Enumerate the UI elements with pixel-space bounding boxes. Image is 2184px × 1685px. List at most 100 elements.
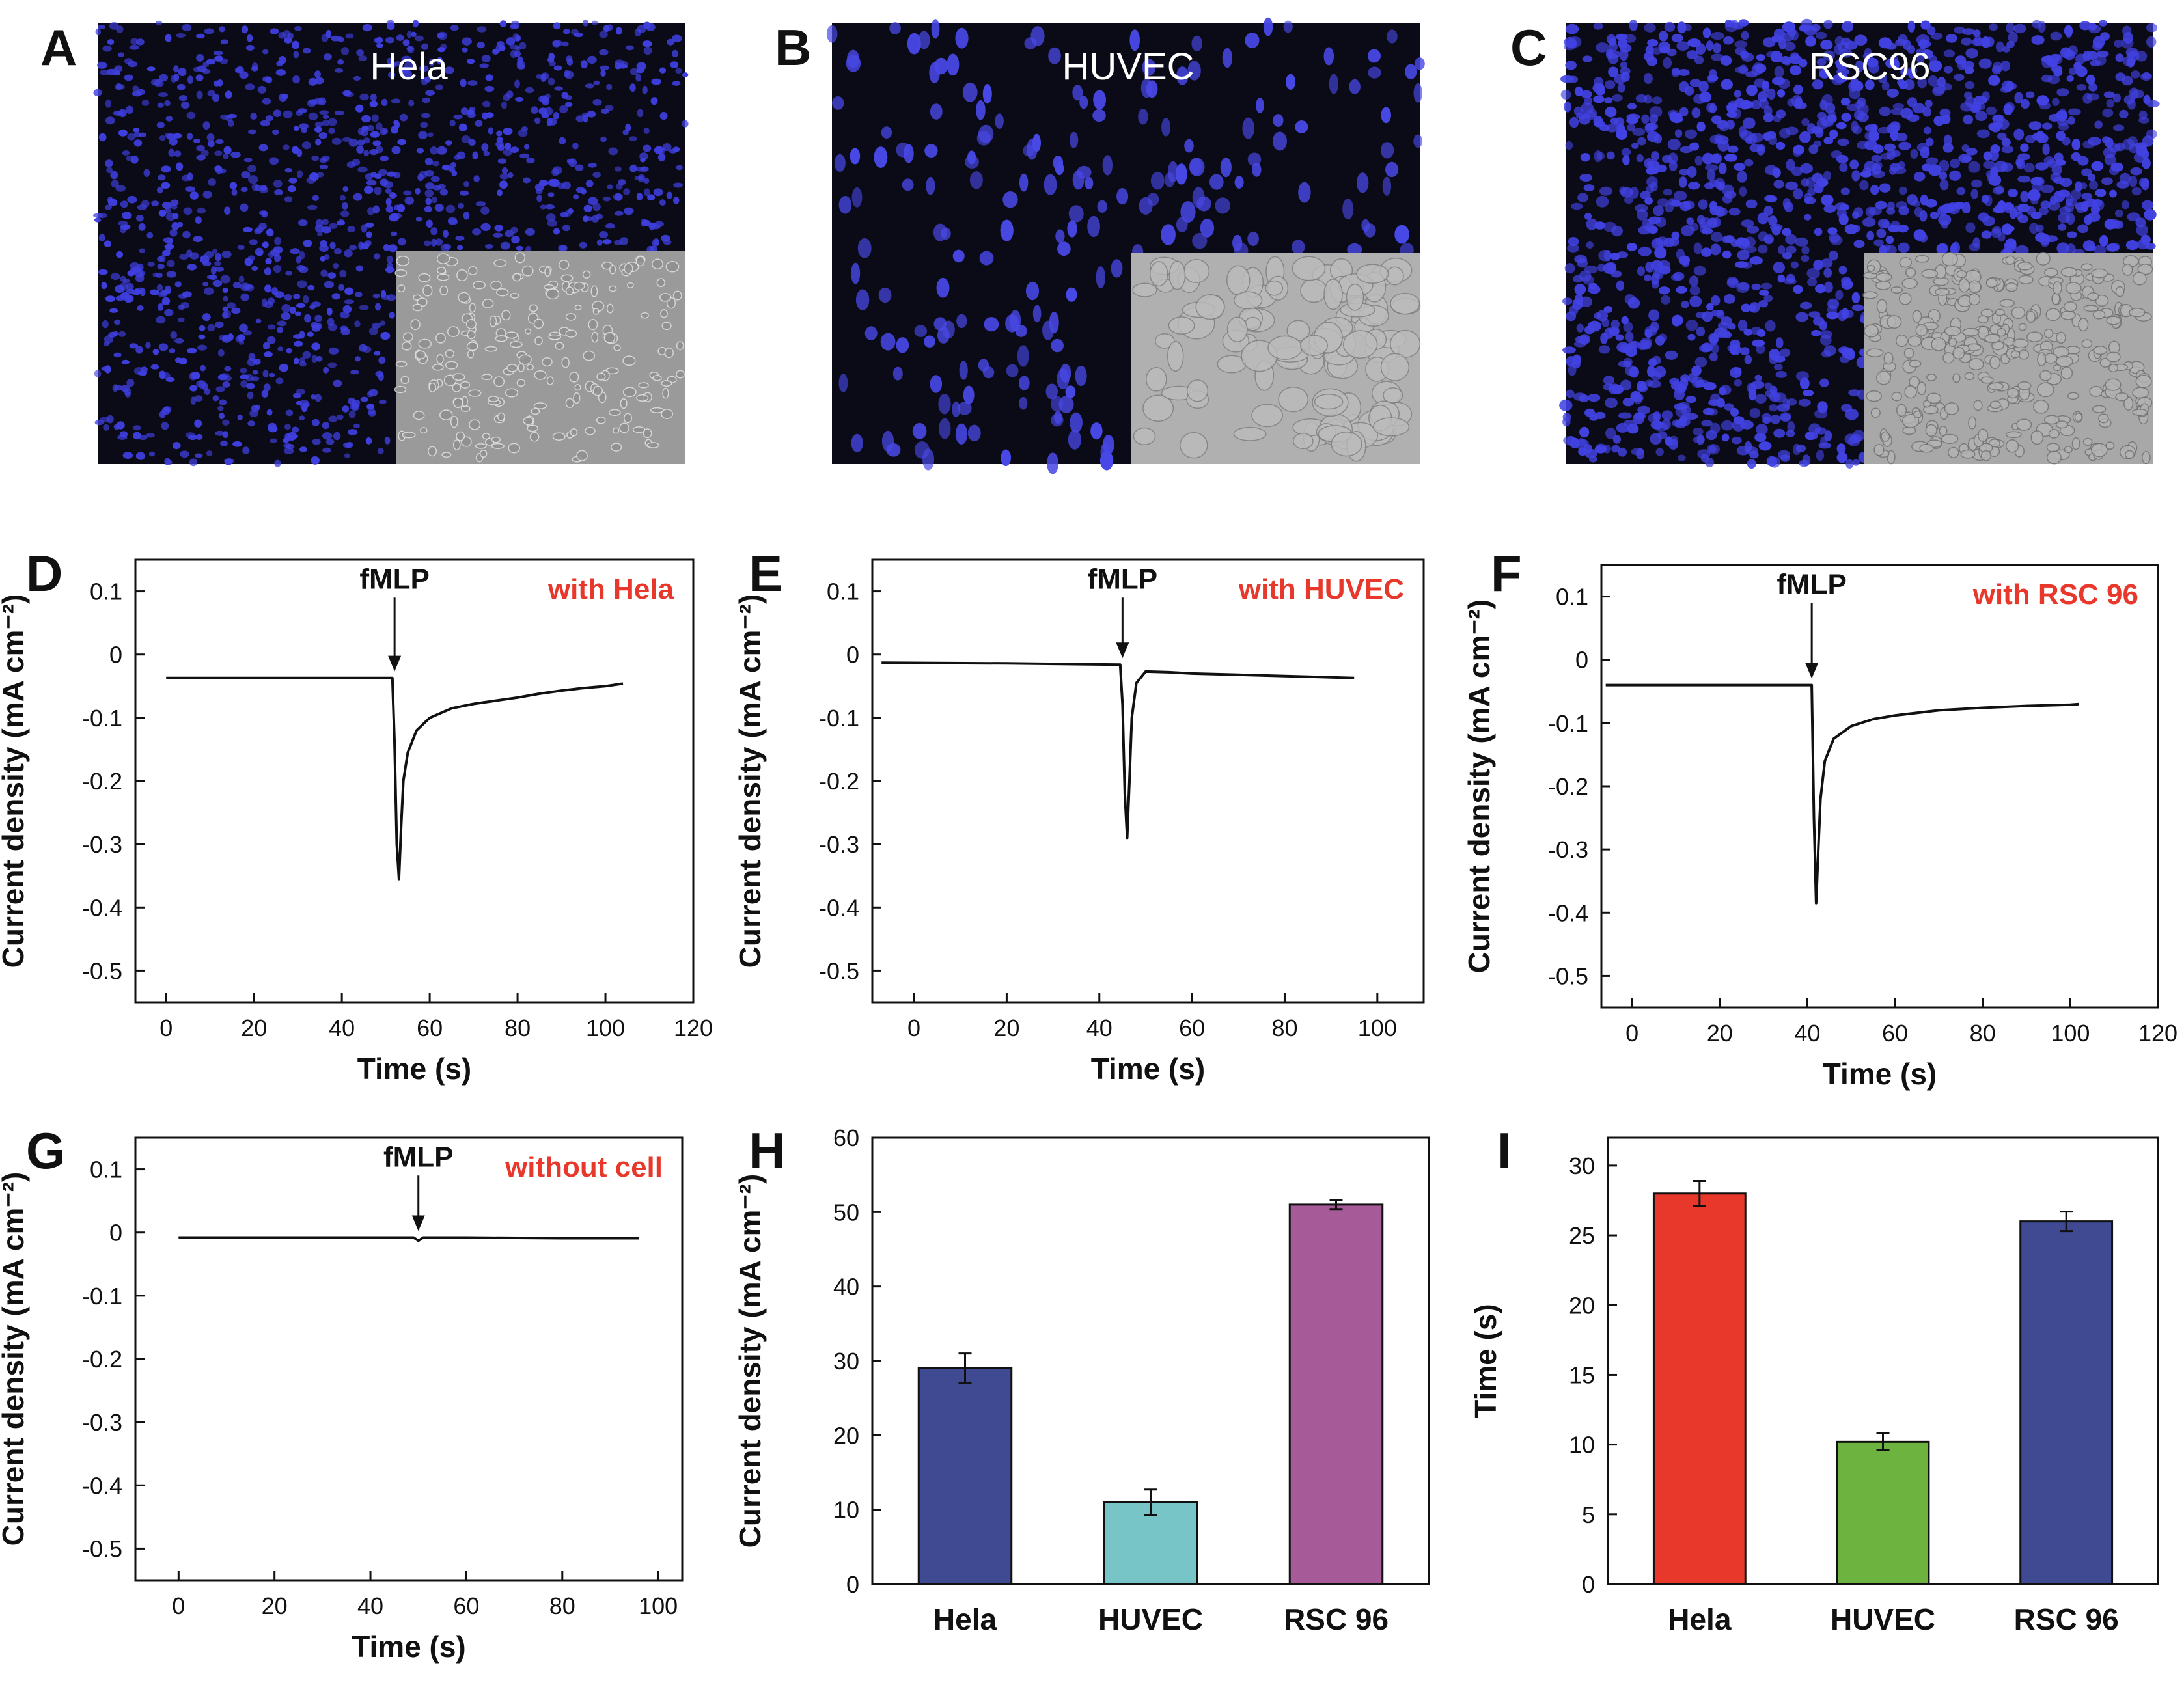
cell <box>1866 348 1884 357</box>
nucleus <box>496 130 503 137</box>
y-tick-label: -0.2 <box>819 768 859 795</box>
nucleus <box>1756 344 1765 354</box>
nucleus <box>215 55 223 62</box>
cell <box>1919 443 1934 453</box>
x-tick-label: 20 <box>262 1593 288 1619</box>
nucleus <box>1740 238 1750 247</box>
nucleus <box>580 60 588 69</box>
nucleus <box>444 66 454 74</box>
cell <box>1926 374 1937 381</box>
nucleus <box>159 370 166 379</box>
nucleus <box>1720 55 1732 66</box>
nucleus <box>1898 242 1910 253</box>
nucleus <box>634 175 644 181</box>
nucleus <box>1881 81 1890 90</box>
nucleus <box>320 240 327 247</box>
nucleus <box>202 191 212 199</box>
nucleus <box>1612 435 1621 444</box>
nucleus <box>1814 127 1824 138</box>
cell <box>436 267 447 274</box>
cell <box>2132 408 2148 417</box>
nucleus <box>425 197 432 206</box>
nucleus <box>137 305 144 311</box>
nucleus <box>2074 202 2088 211</box>
x-tick-label: 0 <box>159 1015 173 1041</box>
nucleus <box>472 228 482 236</box>
nucleus <box>546 213 556 221</box>
nucleus <box>1793 144 1804 155</box>
chart-d: Current density (mA cm⁻²)0.10-0.1-0.2-0.… <box>0 558 713 1086</box>
nucleus <box>227 302 236 309</box>
cell <box>590 285 598 297</box>
nucleus <box>237 245 245 250</box>
nucleus <box>1596 195 1609 208</box>
nucleus <box>139 248 146 254</box>
nucleus <box>2070 189 2082 200</box>
nucleus <box>1829 232 1840 243</box>
nucleus <box>176 162 184 171</box>
nucleus <box>1708 333 1719 344</box>
nucleus <box>124 58 133 64</box>
category-label: Hela <box>933 1602 997 1636</box>
cell <box>2098 413 2109 424</box>
nucleus <box>460 190 469 196</box>
nucleus <box>2142 200 2154 210</box>
cell <box>1926 392 1942 404</box>
nucleus <box>230 151 241 158</box>
nucleus <box>1780 413 1791 422</box>
nucleus <box>432 161 440 167</box>
nucleus <box>2014 92 2023 104</box>
nucleus <box>304 314 311 323</box>
nucleus <box>1381 142 1394 159</box>
nucleus <box>1032 305 1042 323</box>
nucleus <box>636 167 645 172</box>
x-tick-label: 20 <box>241 1015 267 1041</box>
nucleus <box>549 61 556 67</box>
cell <box>2053 364 2062 372</box>
nucleus <box>196 33 205 39</box>
nucleus <box>1793 84 1803 95</box>
nucleus <box>1816 178 1829 187</box>
category-label: HUVEC <box>1831 1602 1935 1636</box>
nucleus <box>213 80 220 87</box>
nucleus <box>1564 101 1571 113</box>
nucleus <box>1995 41 2004 53</box>
nucleus <box>864 326 878 340</box>
nucleus <box>516 245 523 251</box>
nucleus <box>2025 91 2035 99</box>
nucleus <box>1679 169 1690 176</box>
nucleus <box>340 327 350 335</box>
nucleus <box>2087 173 2096 182</box>
nucleus <box>500 241 510 250</box>
nucleus <box>2103 91 2115 98</box>
nucleus <box>1781 32 1794 42</box>
nucleus <box>640 157 646 163</box>
nucleus <box>1737 319 1748 332</box>
nucleus <box>2108 242 2120 251</box>
nucleus <box>157 303 164 311</box>
nucleus <box>936 277 950 298</box>
cell <box>497 412 505 422</box>
nucleus <box>426 219 433 228</box>
nucleus <box>1665 202 1674 213</box>
nucleus <box>1645 261 1655 273</box>
nucleus <box>293 294 301 299</box>
nucleus <box>1637 383 1648 392</box>
nucleus <box>2048 200 2060 211</box>
y-tick-label: 30 <box>1569 1153 1595 1179</box>
nucleus <box>978 124 994 143</box>
nuclei-dots <box>826 17 1425 474</box>
cell <box>609 409 621 416</box>
nucleus <box>374 303 381 311</box>
nucleus <box>2125 240 2139 251</box>
nucleus <box>1139 197 1153 215</box>
nucleus <box>1765 389 1777 398</box>
cell <box>2132 271 2147 286</box>
nucleus <box>296 303 306 308</box>
nucleus <box>650 97 658 105</box>
nucleus <box>207 90 215 97</box>
nucleus <box>1368 66 1381 79</box>
cell <box>452 373 465 381</box>
arrow-label: fMLP <box>359 563 430 595</box>
